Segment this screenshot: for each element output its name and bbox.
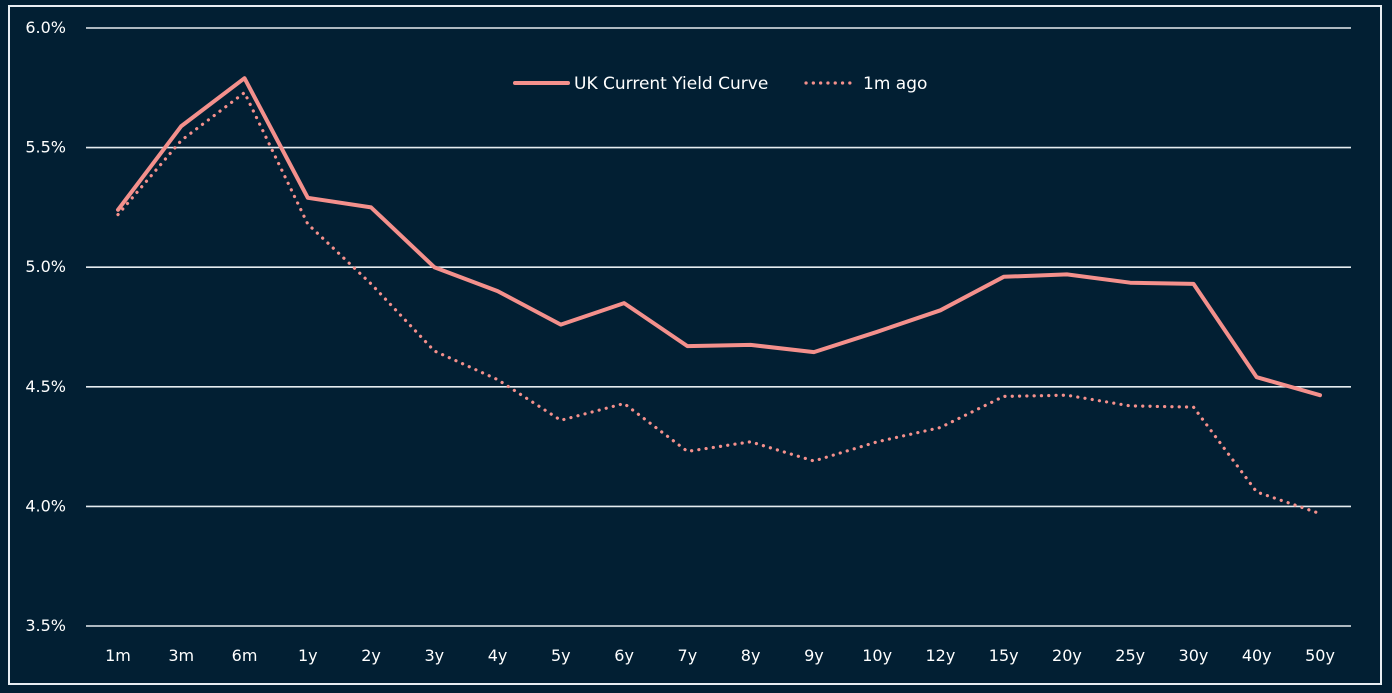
x-tick-label: 30y [1179,646,1209,665]
x-tick-label: 9y [804,646,824,665]
x-tick-label: 40y [1242,646,1272,665]
series-line-current [116,76,1322,398]
x-tick-label: 3m [168,646,194,665]
y-tick-label: 3.5% [25,616,66,635]
y-tick-label: 5.5% [25,138,66,157]
x-tick-label: 8y [741,646,761,665]
x-tick-label: 4y [488,646,508,665]
x-tick-label: 10y [862,646,892,665]
x-tick-label: 25y [1115,646,1145,665]
x-tick-label: 6m [232,646,258,665]
y-tick-label: 4.0% [25,496,66,515]
x-tick-label: 12y [926,646,956,665]
x-tick-label: 50y [1305,646,1335,665]
x-axis: 1m 3m 6m 1y 2y 3y 4y 5y 6y 7y 8y 9y 10y 12y 15y 20y 25y 3… [105,646,1335,665]
y-tick-label: 4.5% [25,377,66,396]
legend-label-1m-ago: 1m ago [863,74,927,94]
chart-frame [8,5,1382,685]
x-tick-label: 7y [678,646,698,665]
x-tick-label: 15y [989,646,1019,665]
x-tick-label: 5y [551,646,571,665]
legend: UK Current Yield Curve 1m ago [513,74,927,94]
x-tick-label: 3y [424,646,444,665]
y-axis: 3.5% 4.0% 4.5% 5.0% 5.5% 6.0% [25,18,66,635]
y-tick-label: 6.0% [25,18,66,37]
x-tick-label: 1y [298,646,318,665]
series-line-1m-ago [116,90,1322,516]
y-tick-label: 5.0% [25,257,66,276]
series-lines [116,76,1322,516]
x-tick-label: 6y [614,646,634,665]
legend-label-current: UK Current Yield Curve [574,74,768,94]
x-tick-label: 20y [1052,646,1082,665]
x-tick-label: 2y [361,646,381,665]
grid-lines [86,27,1351,627]
x-tick-label: 1m [105,646,131,665]
